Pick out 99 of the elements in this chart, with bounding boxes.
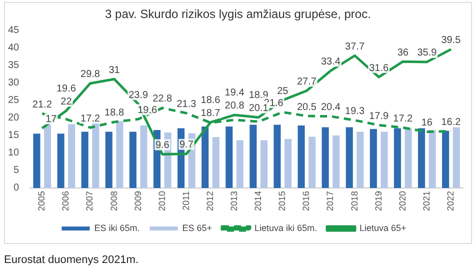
data-label: 19.4 [224, 88, 245, 99]
y-tick-label: 35 [8, 60, 20, 71]
bar [394, 128, 401, 188]
data-label: 29.8 [80, 69, 100, 80]
bar [298, 125, 305, 188]
x-tick-label: 2016 [301, 190, 312, 212]
bar [428, 130, 436, 188]
data-label: 36 [397, 47, 409, 58]
data-label: 19.6 [138, 104, 158, 116]
text: Eurostat duomenys 2021m. [4, 254, 139, 266]
data-label: 20.8 [224, 100, 245, 112]
bar [380, 132, 388, 188]
data-label: 17.2 [80, 113, 100, 124]
data-label: 18.6 [200, 95, 221, 106]
data-label: 17 [46, 114, 58, 126]
data-label: 21.2 [32, 99, 52, 110]
bar [116, 121, 124, 188]
x-tick-label: 2005 [36, 190, 47, 212]
data-label: 20.4 [321, 102, 341, 114]
x-tick-label: 2006 [60, 190, 71, 212]
bar [81, 132, 88, 188]
data-label: 25 [277, 86, 289, 97]
y-tick-label: 25 [8, 94, 20, 106]
x-tick-label: 2021 [421, 190, 432, 212]
x-tick-label: 2008 [108, 190, 119, 212]
data-label: 19.3 [345, 106, 365, 117]
bar [308, 136, 316, 188]
bar [370, 129, 377, 188]
data-label: 22.8 [152, 94, 173, 105]
bar [57, 134, 64, 188]
bar [68, 124, 76, 188]
bar [322, 127, 329, 188]
bar [404, 128, 412, 188]
data-label: 33.4 [321, 56, 341, 68]
bar [129, 132, 136, 188]
legend-label: ES 65+ [182, 222, 212, 233]
x-tick-label: 2012 [204, 190, 215, 212]
bar [418, 128, 426, 188]
bar [346, 127, 353, 188]
bar [452, 127, 460, 188]
bar [140, 125, 148, 188]
chart-title: 3 pav. Skurdo rizikos lygis amžiaus grupėse, proc. [104, 7, 372, 21]
bar [442, 130, 450, 188]
x-tick-label: 2014 [253, 190, 264, 212]
bar [250, 124, 257, 188]
bar [236, 140, 244, 188]
data-label: 35.9 [417, 48, 438, 59]
data-label: 16.2 [441, 116, 462, 128]
x-tick-label: 2015 [277, 190, 288, 212]
data-label: 17.9 [369, 110, 389, 122]
x-tick-label: 2009 [132, 190, 143, 212]
bar [105, 132, 112, 188]
legend-label: ES iki 65m. [94, 222, 140, 233]
y-tick-label: 20 [8, 112, 20, 124]
legend-label: Lietuva iki 65m. [254, 222, 318, 233]
y-tick-label: 10 [8, 148, 20, 159]
y-tick-label: 5 [14, 165, 20, 176]
x-tick-label: 2020 [397, 190, 408, 212]
y-tick-label: 30 [8, 77, 20, 88]
data-label: 21.3 [176, 98, 197, 110]
data-label: 27.7 [296, 76, 317, 88]
y-tick-label: 45 [8, 24, 20, 36]
bar [226, 126, 233, 188]
y-tick-label: 40 [8, 42, 20, 54]
bar [284, 138, 292, 188]
data-label: 18.7 [200, 108, 221, 120]
data-label: 23.9 [128, 90, 149, 101]
x-tick-label: 2010 [156, 190, 167, 212]
x-tick-label: 2022 [445, 190, 456, 212]
y-tick-label: 0 [14, 182, 20, 194]
y-tick-label: 15 [8, 130, 20, 142]
bar [212, 137, 220, 188]
x-tick-label: 2011 [180, 190, 191, 210]
data-label: 31.6 [369, 62, 389, 74]
x-tick-label: 2013 [229, 190, 240, 212]
data-label: 31 [108, 64, 120, 76]
x-tick-label: 2017 [325, 190, 336, 212]
bar [274, 124, 281, 188]
data-label: 20.1 [248, 103, 269, 114]
bar [260, 140, 268, 188]
bar [356, 132, 364, 188]
x-tick-label: 2018 [349, 190, 360, 212]
bar [202, 126, 209, 188]
x-tick-label: 2019 [373, 190, 384, 212]
data-label: 17.2 [393, 113, 414, 124]
bar [33, 134, 40, 188]
data-label: 20.5 [296, 102, 317, 113]
data-label: 22 [60, 96, 72, 108]
data-label: 9.6 [155, 140, 170, 152]
bar [332, 135, 340, 188]
data-label: 16 [421, 118, 433, 129]
data-label: 39.5 [441, 35, 462, 46]
data-label: 18.8 [104, 108, 124, 119]
bar [44, 124, 52, 188]
x-tick-label: 2007 [84, 190, 95, 212]
legend-label: Lietuva 65+ [360, 222, 406, 233]
data-label: 9.7 [179, 140, 194, 151]
data-label: 19.6 [56, 83, 76, 94]
data-label: 37.7 [345, 41, 365, 52]
